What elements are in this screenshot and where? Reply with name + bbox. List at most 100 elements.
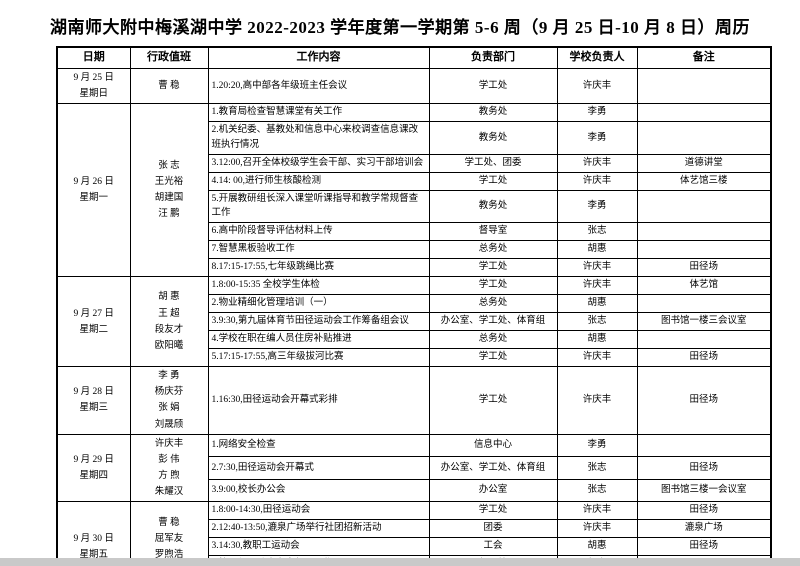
date-line: 星期四	[79, 471, 108, 481]
work-content-cell: 3.12:00,召开全体校级学生会干部、实习干部培训会	[207, 153, 430, 173]
duty-name: 曹 稳	[158, 81, 180, 92]
work-content-cell: 1.8:00-15:35 全校学生体检	[207, 276, 430, 296]
duty-name: 杨庆芬	[154, 387, 184, 398]
schedule-row: 9 月 25 日星期日 曹 稳 1.20:20,高中部各年级班主任会议 学工处 许庆丰	[56, 67, 772, 105]
duty-name: 胡建国	[154, 193, 184, 204]
department-cell: 教务处	[428, 103, 558, 123]
remark-cell	[636, 67, 772, 105]
date-cell: 9 月 30 日星期五	[56, 501, 131, 558]
col-header-leader: 学校负责人	[556, 46, 638, 69]
schedule-row: 3.9:00,校长办公会 办公室 张志 图书馆三楼一会议室	[57, 478, 772, 503]
col-header-remark: 备注	[636, 46, 772, 69]
remark-cell: 田径场	[636, 456, 772, 480]
schedule-row: 7.智慧黑板验收工作 总务处 胡惠	[57, 240, 772, 260]
department-cell: 办公室	[428, 478, 558, 503]
weekly-schedule-table: 日期 行政值班 工作内容 负责部门 学校负责人 备注 9 月 25 日星期日曹 …	[56, 46, 772, 558]
remark-cell	[636, 555, 772, 558]
remark-cell: 图书馆一楼三会议室	[636, 312, 772, 332]
duty-name: 张 志	[158, 160, 180, 171]
remark-cell	[636, 240, 772, 260]
work-content-cell: 4.14: 00,进行师生核酸检测	[207, 171, 430, 191]
work-content-cell: 4.学校在职在编人员住房补贴推进	[207, 330, 430, 350]
work-content-cell: 2.7:30,田径运动会开幕式	[207, 456, 430, 480]
leader-cell: 许庆丰	[556, 276, 638, 296]
schedule-row: 9 月 26 日星期一张 志王光裕 胡建国汪 鹏 1.教育局检查智慧课堂有关工作 教务…	[56, 103, 772, 278]
col-header-content: 工作内容	[207, 46, 430, 69]
work-content-cell: 2.12:40-13:50,漉泉广场举行社团招新活动	[207, 519, 430, 539]
date-cell: 9 月 26 日星期一	[56, 103, 131, 278]
remark-cell: 漉泉广场	[636, 519, 772, 539]
department-cell: 教务处	[428, 189, 558, 224]
duty-name: 朱耀汉	[154, 487, 184, 498]
remark-cell: 体艺馆三楼	[636, 171, 772, 191]
department-cell: 办公室、学工处、体育组	[428, 312, 558, 332]
leader-cell: 李勇	[556, 189, 638, 224]
work-content-cell: 2.机关纪委、基教处和信息中心来校调查信息课改班执行情况	[207, 121, 430, 155]
duty-staff-cell: 许庆丰彭 伟方 煦朱耀汉	[129, 433, 209, 503]
leader-cell: 张志	[556, 222, 638, 242]
work-content-cell: 1.16:30,田径运动会开幕式彩排	[207, 366, 430, 435]
schedule-row: 5.开展教研组长深入课堂听课指导和教学常规督查工作 教务处 李勇	[57, 189, 772, 224]
duty-name: 王光裕	[154, 177, 184, 188]
work-content-cell: 5.17:15-17:55,高三年级拔河比赛	[207, 348, 430, 368]
schedule-row: 2.12:40-13:50,漉泉广场举行社团招新活动 团委 许庆丰 漉泉广场	[57, 519, 772, 539]
leader-cell: 许庆丰	[556, 171, 638, 191]
duty-name: 曹 稳	[158, 517, 180, 528]
remark-cell	[636, 222, 772, 242]
remark-cell	[636, 121, 772, 155]
work-content-cell: 1.20:20,高中部各年级班主任会议	[207, 67, 430, 105]
remark-cell	[636, 189, 772, 224]
leader-cell: 李勇	[556, 103, 638, 123]
department-cell: 学工处	[428, 501, 558, 521]
date-line: 星期五	[79, 549, 108, 558]
leader-cell: 许庆丰	[556, 153, 638, 173]
date-line: 星期三	[79, 403, 108, 414]
schedule-row: 2.物业精细化管理培训（一） 总务处 胡惠	[57, 294, 772, 314]
department-cell: 工会	[428, 537, 558, 557]
date-line: 9 月 28 日	[73, 387, 114, 398]
duty-name: 张 娟	[158, 403, 180, 414]
remark-cell: 田径场	[636, 537, 772, 557]
duty-staff-cell: 胡 惠王 超段友才 欧阳曦	[129, 276, 209, 368]
department-cell: 学工处	[428, 258, 558, 278]
schedule-row: 8.17:15-17:55,七年级跳绳比赛 学工处 许庆丰 田径场	[57, 258, 772, 278]
department-cell: 办公室、学工处、体育组	[428, 456, 558, 480]
work-content-cell: 1.8:00-14:30,田径运动会	[207, 501, 430, 521]
work-content-cell: 1.网络安全检查	[207, 433, 430, 458]
date-line: 9 月 26 日	[73, 177, 114, 188]
schedule-row: 9 月 28 日星期三李 勇杨庆芬张 娟刘晟颀 1.16:30,田径运动会开幕式彩…	[56, 366, 772, 435]
leader-cell: 许庆丰	[556, 258, 638, 278]
work-content-cell: 8.17:15-17:55,七年级跳绳比赛	[207, 258, 430, 278]
remark-cell: 道德讲堂	[636, 153, 772, 173]
col-header-department: 负责部门	[428, 46, 558, 69]
date-line: 星期日	[79, 89, 108, 100]
duty-name: 罗煦浩	[154, 549, 184, 558]
duty-name: 方 煦	[158, 471, 180, 481]
date-line: 星期二	[79, 324, 108, 335]
department-cell: 教务处	[428, 121, 558, 155]
duty-staff-cell: 曹 稳屈军友罗煦浩冯宙强	[129, 501, 209, 558]
date-cell: 9 月 28 日星期三	[56, 366, 131, 435]
leader-cell: 张志	[556, 312, 638, 332]
department-cell: 团委	[428, 519, 558, 539]
leader-cell: 许庆丰	[556, 366, 638, 435]
department-cell: 学工处	[428, 67, 558, 105]
leader-cell: 胡惠	[556, 330, 638, 350]
leader-cell: 许庆丰	[556, 501, 638, 521]
schedule-row: 4.校田径运动会安全保卫工作保卫处胡惠	[57, 555, 772, 558]
remark-cell: 田径场	[636, 348, 772, 368]
date-line: 9 月 25 日	[73, 73, 114, 83]
department-cell: 总务处	[428, 330, 558, 350]
work-content-cell: 5.开展教研组长深入课堂听课指导和教学常规督查工作	[207, 189, 430, 224]
date-cell: 9 月 29 日星期四	[56, 433, 131, 503]
department-cell: 总务处	[428, 294, 558, 314]
remark-cell: 体艺馆	[636, 276, 772, 296]
department-cell: 学工处	[428, 276, 558, 296]
department-cell: 学工处	[428, 171, 558, 191]
remark-cell: 田径场	[636, 501, 772, 521]
leader-cell: 许庆丰	[556, 67, 638, 105]
duty-staff-cell: 李 勇杨庆芬张 娟刘晟颀	[129, 366, 209, 435]
duty-name: 屈军友	[154, 533, 184, 544]
